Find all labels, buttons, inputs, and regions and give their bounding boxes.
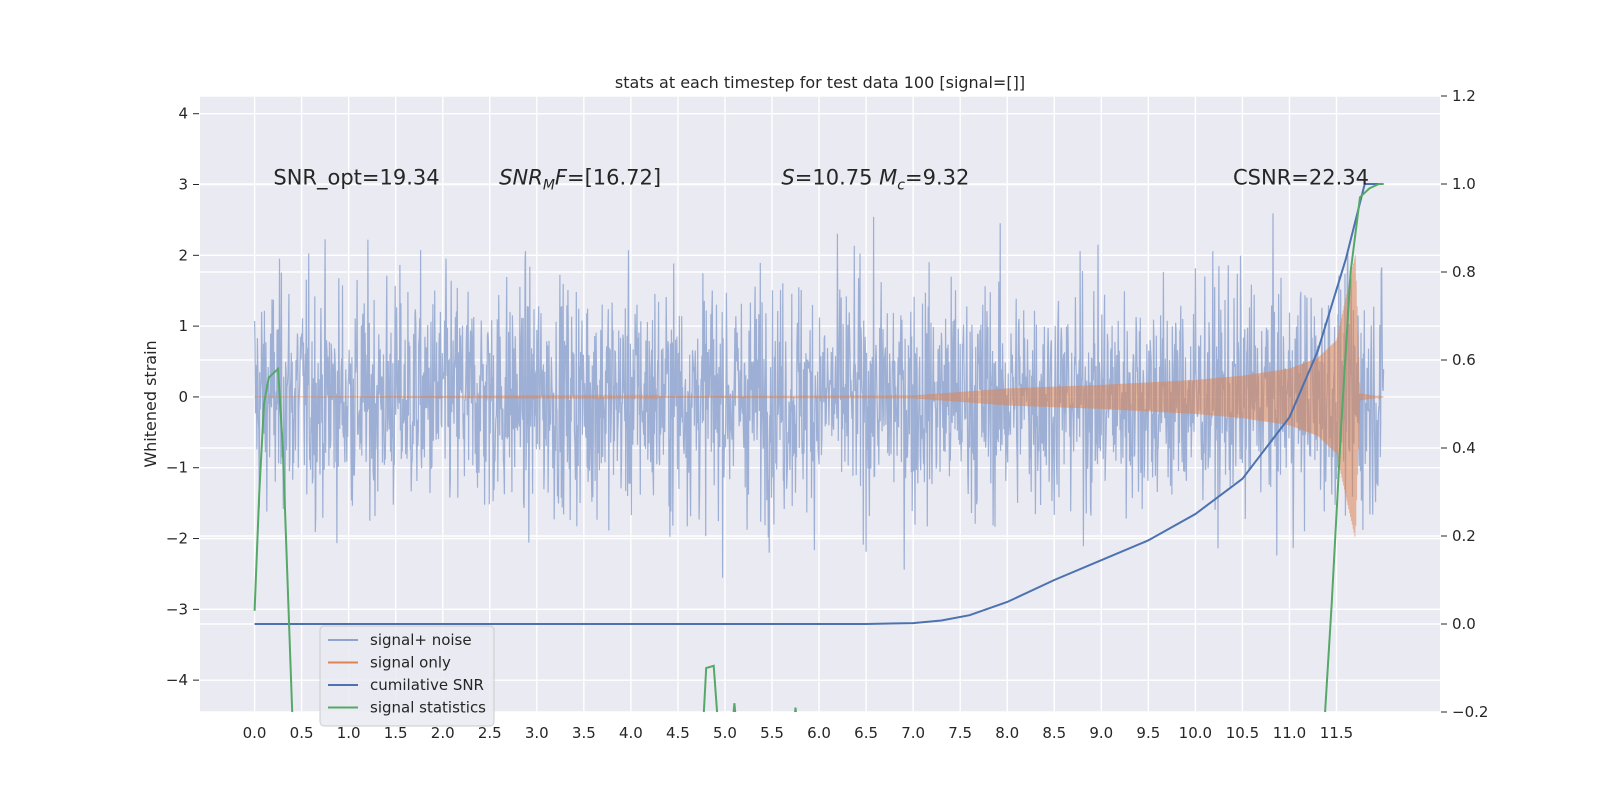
x-tick-label: 3.0 [525,724,549,742]
x-tick-label: 1.0 [337,724,361,742]
x-tick-label: 5.0 [713,724,737,742]
signal-only-line [254,255,1384,537]
x-tick-label: 6.0 [807,724,831,742]
y-tick-label: −4 [166,671,188,689]
annotation-s_mc: S=10.75 Mc=9.32 [781,166,969,194]
x-tick-label: 8.5 [1042,724,1066,742]
y-tick-label: 3 [178,176,188,194]
chart-title: stats at each timestep for test data 100… [615,73,1025,92]
x-tick-label: 9.5 [1136,724,1160,742]
y-tick-label: 4 [178,105,188,123]
annotations: SNR_opt=19.34 SNRMF=[16.72] S=10.75 Mc=9.3… [273,166,1369,194]
y-tick-label: −3 [166,600,188,618]
y-tick-label: 2 [178,246,188,264]
x-tick-label: 1.5 [384,724,408,742]
x-tick-label: 2.0 [431,724,455,742]
y2-tick-label: 1.0 [1452,175,1476,193]
signal-noise-line [254,213,1385,578]
y2-tick-label: 0.2 [1452,527,1476,545]
y2-tick-label: 0.0 [1452,615,1476,633]
x-tick-label: 3.5 [572,724,596,742]
y-tick-label: −1 [166,459,188,477]
x-tick-label: 6.5 [854,724,878,742]
legend-label: signal only [370,654,451,672]
signal-statistics-line [253,183,1384,712]
x-tick-label: 4.5 [666,724,690,742]
y-tick-label: −2 [166,530,188,548]
x-tick-label: 4.0 [619,724,643,742]
annotation-snr_opt: SNR_opt=19.34 [273,166,439,191]
y2-tick-label: 0.4 [1452,439,1476,457]
y-axis-ticks: 4 3 2 1 0 −1 −2 −3 −4 [166,105,199,689]
y2-tick-label: −0.2 [1452,703,1488,721]
x-tick-label: 11.5 [1320,724,1353,742]
x-tick-label: 7.5 [948,724,972,742]
legend: signal+ noise signal only cumilative SNR si… [319,625,495,727]
x-axis-ticks: 0.0 0.5 1.0 1.5 2.0 2.5 3.0 3.5 4.0 4.5 5.0 5.5 6.0 6… [243,724,1354,742]
legend-label: signal+ noise [370,631,472,649]
legend-label: signal statistics [370,699,486,717]
x-tick-label: 10.5 [1226,724,1259,742]
cumulative-snr-line [254,183,1384,625]
y-tick-label: 0 [178,388,188,406]
y-axis-label: Whitened strain [141,340,160,467]
legend-box [319,625,495,727]
y2-axis-ticks: 1.2 1.0 0.8 0.6 0.4 0.2 0.0 −0.2 [1441,87,1488,721]
y-tick-label: 1 [178,317,188,335]
x-tick-label: 11.0 [1273,724,1306,742]
y2-tick-label: 0.6 [1452,351,1476,369]
x-tick-label: 0.0 [243,724,267,742]
x-tick-label: 7.0 [901,724,925,742]
x-tick-label: 0.5 [290,724,314,742]
plot-layer [253,183,1385,712]
x-tick-label: 9.0 [1089,724,1113,742]
x-tick-label: 10.0 [1179,724,1212,742]
annotation-csnr: CSNR=22.34 [1233,166,1369,190]
x-tick-label: 5.5 [760,724,784,742]
annotation-snr_mf: SNRMF=[16.72] [499,166,661,194]
y2-tick-label: 0.8 [1452,263,1476,281]
legend-label: cumilative SNR [370,676,484,694]
x-tick-label: 2.5 [478,724,502,742]
y2-tick-label: 1.2 [1452,87,1476,105]
x-tick-label: 8.0 [995,724,1019,742]
